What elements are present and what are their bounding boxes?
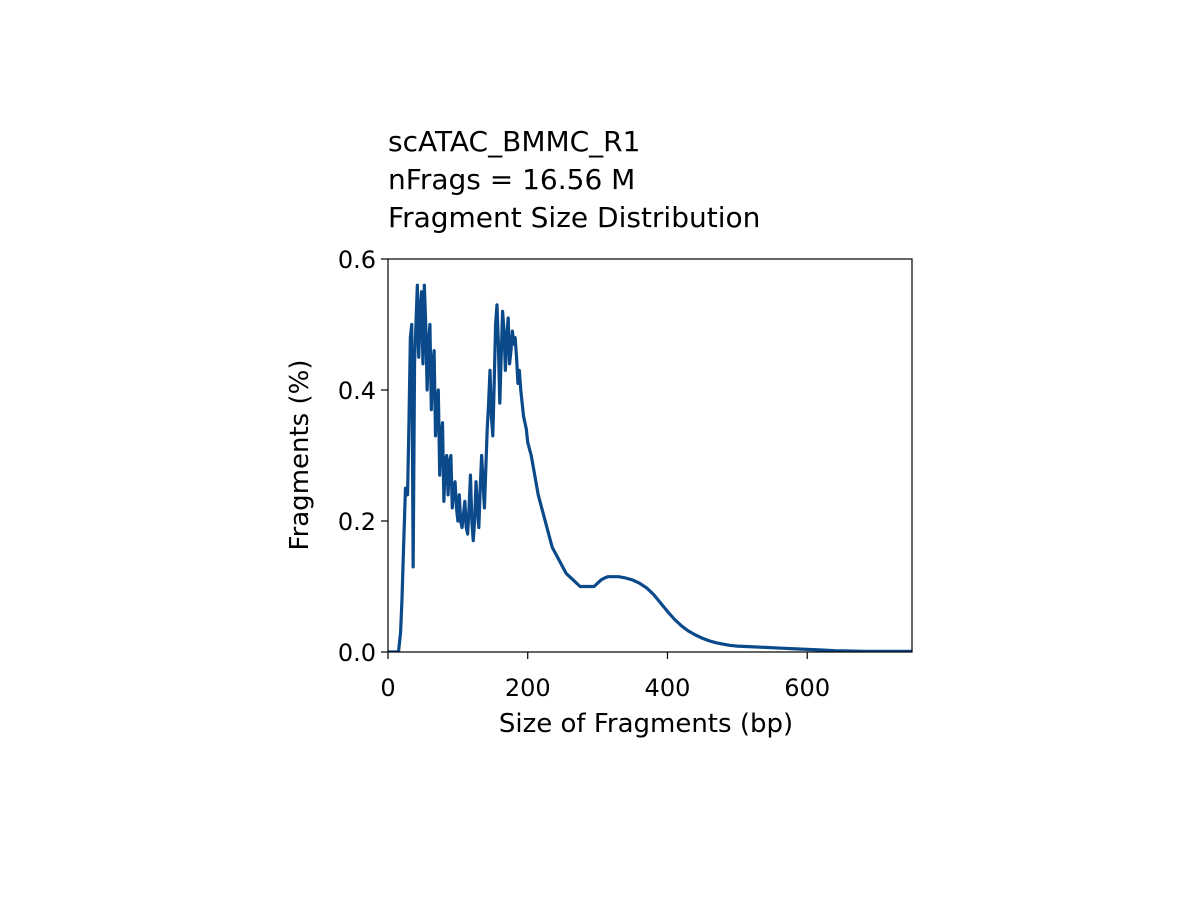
y-tick-label: 0.2 — [338, 508, 376, 536]
y-tick-label: 0.6 — [338, 246, 376, 274]
chart-title-line-1: scATAC_BMMC_R1 — [388, 125, 641, 158]
series-group — [388, 283, 912, 652]
y-tick-label: 0.0 — [338, 639, 376, 667]
axes: 0 200 400 600 0.0 0.2 0.4 0.6 — [338, 246, 830, 702]
y-tick-label: 0.4 — [338, 377, 376, 405]
x-tick-label: 0 — [380, 674, 395, 702]
x-axis-label: Size of Fragments (bp) — [499, 709, 793, 739]
x-tick-label: 400 — [645, 674, 691, 702]
plot-frame — [387, 258, 913, 653]
chart-title-line-3: Fragment Size Distribution — [388, 201, 761, 234]
chart-title-line-2: nFrags = 16.56 M — [388, 163, 636, 196]
series-line — [388, 283, 912, 652]
x-tick-label: 600 — [784, 674, 830, 702]
y-axis-label: Fragments (%) — [285, 360, 315, 551]
x-tick-label: 200 — [505, 674, 551, 702]
